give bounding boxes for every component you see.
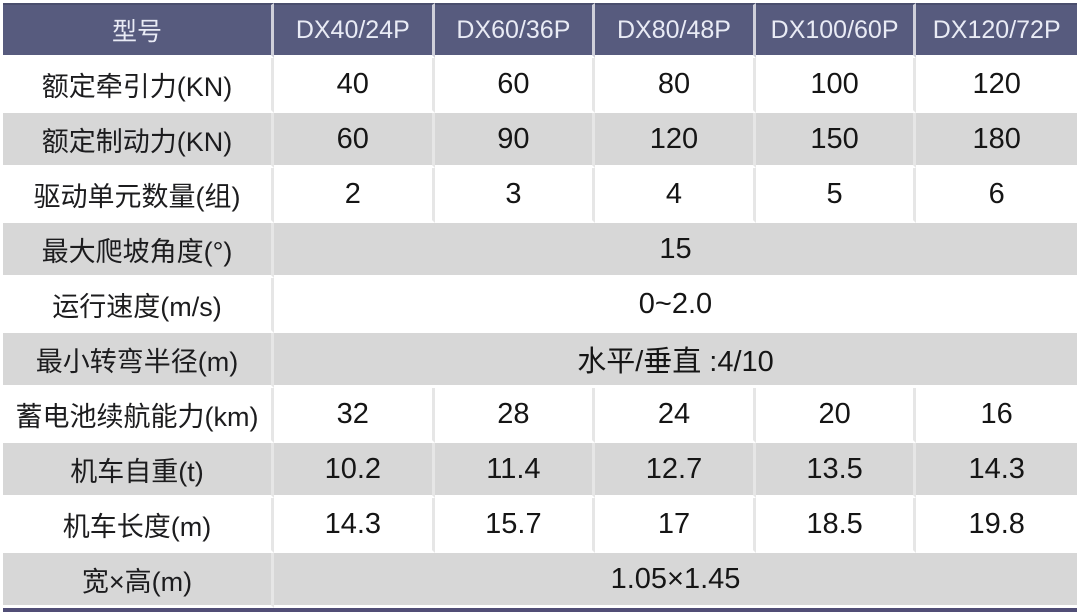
cell-value: 17: [595, 498, 756, 553]
row-label: 宽×高(m): [3, 553, 274, 608]
cell-value: 2: [274, 168, 435, 223]
table-row-drive-units: 驱动单元数量(组) 2 3 4 5 6: [3, 168, 1077, 223]
table-row-width-height: 宽×高(m) 1.05×1.45: [3, 553, 1077, 608]
row-label: 机车自重(t): [3, 443, 274, 498]
cell-value: 15.7: [434, 498, 596, 553]
cell-value: 4: [595, 168, 756, 223]
table-row-min-turning-radius: 最小转弯半径(m) 水平/垂直 :4/10: [3, 333, 1077, 388]
cell-value: 20: [755, 388, 917, 443]
header-row: 型号 DX40/24P DX60/36P DX80/48P DX100/60P …: [3, 3, 1077, 58]
row-label: 最大爬坡角度(°): [3, 223, 274, 278]
cell-value: 100: [755, 58, 917, 113]
cell-value-merged: 15: [274, 223, 1077, 278]
column-header: DX40/24P: [274, 3, 435, 58]
row-label: 最小转弯半径(m): [3, 333, 274, 388]
cell-value: 18.5: [755, 498, 917, 553]
table-bottom-border: [3, 608, 1077, 612]
table-row-battery-range: 蓄电池续航能力(km) 32 28 24 20 16: [3, 388, 1077, 443]
table-row-locomotive-weight: 机车自重(t) 10.2 11.4 12.7 13.5 14.3: [3, 443, 1077, 498]
row-label: 额定牵引力(KN): [3, 58, 274, 113]
cell-value: 180: [916, 113, 1077, 168]
table-row-running-speed: 运行速度(m/s) 0~2.0: [3, 278, 1077, 333]
column-header: DX80/48P: [595, 3, 756, 58]
cell-value-merged: 0~2.0: [274, 278, 1077, 333]
cell-value: 11.4: [434, 443, 596, 498]
table-row-rated-traction: 额定牵引力(KN) 40 60 80 100 120: [3, 58, 1077, 113]
cell-value: 19.8: [916, 498, 1077, 553]
cell-value-merged: 水平/垂直 :4/10: [274, 333, 1077, 388]
cell-value: 40: [274, 58, 435, 113]
column-header: DX120/72P: [916, 3, 1077, 58]
cell-value: 80: [595, 58, 756, 113]
table-row-locomotive-length: 机车长度(m) 14.3 15.7 17 18.5 19.8: [3, 498, 1077, 553]
cell-value: 120: [916, 58, 1077, 113]
cell-value: 10.2: [274, 443, 435, 498]
cell-value: 14.3: [274, 498, 435, 553]
cell-value: 12.7: [595, 443, 756, 498]
cell-value: 3: [434, 168, 596, 223]
column-header: DX60/36P: [434, 3, 596, 58]
cell-value: 150: [755, 113, 917, 168]
row-label: 机车长度(m): [3, 498, 274, 553]
locomotive-spec-table: 型号 DX40/24P DX60/36P DX80/48P DX100/60P …: [3, 3, 1077, 608]
cell-value: 28: [434, 388, 596, 443]
row-label: 蓄电池续航能力(km): [3, 388, 274, 443]
cell-value: 5: [755, 168, 917, 223]
cell-value: 32: [274, 388, 435, 443]
row-label: 驱动单元数量(组): [3, 168, 274, 223]
column-header: DX100/60P: [755, 3, 917, 58]
table-row-max-gradient: 最大爬坡角度(°) 15: [3, 223, 1077, 278]
cell-value: 6: [916, 168, 1077, 223]
cell-value: 60: [434, 58, 596, 113]
cell-value: 120: [595, 113, 756, 168]
cell-value: 14.3: [916, 443, 1077, 498]
row-label: 运行速度(m/s): [3, 278, 274, 333]
cell-value: 90: [434, 113, 596, 168]
row-label: 额定制动力(KN): [3, 113, 274, 168]
cell-value: 24: [595, 388, 756, 443]
corner-header-model: 型号: [3, 3, 274, 58]
cell-value: 13.5: [755, 443, 917, 498]
table-row-rated-braking: 额定制动力(KN) 60 90 120 150 180: [3, 113, 1077, 168]
cell-value-merged: 1.05×1.45: [274, 553, 1077, 608]
cell-value: 16: [916, 388, 1077, 443]
cell-value: 60: [274, 113, 435, 168]
